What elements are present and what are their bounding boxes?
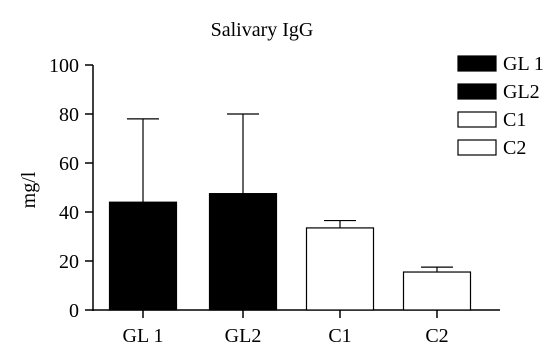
y-tick-label: 80	[59, 104, 79, 126]
x-tick-label: GL 1	[123, 325, 164, 347]
legend-swatch	[457, 55, 497, 72]
legend-label: C1	[503, 109, 526, 131]
y-tick-label: 40	[59, 202, 79, 224]
x-tick-label: GL2	[225, 325, 262, 347]
y-tick-label: 100	[49, 55, 79, 77]
chart-error-bars	[127, 113, 453, 273]
legend-swatch	[457, 83, 497, 100]
legend-label: GL2	[503, 81, 540, 103]
y-tick-label: 60	[59, 153, 79, 175]
legend-label: C2	[503, 137, 526, 159]
bar	[108, 201, 178, 311]
legend-swatch	[457, 111, 497, 128]
chart-bars	[108, 193, 472, 311]
legend-label: GL 1	[503, 53, 544, 75]
legend-swatch	[457, 139, 497, 156]
x-tick-label: C1	[328, 325, 351, 347]
bar	[208, 193, 278, 311]
y-axis-label: mg/l	[18, 171, 40, 208]
x-axis-ticks: GL 1 GL2 C1 C2	[123, 310, 449, 347]
y-axis-ticks: 0 20 40 60 80 100	[49, 55, 93, 322]
legend: GL 1 GL2 C1 C2	[457, 53, 544, 159]
bar	[402, 271, 472, 311]
y-tick-label: 20	[59, 251, 79, 273]
x-tick-label: C2	[425, 325, 448, 347]
bar	[305, 227, 375, 311]
y-tick-label: 0	[69, 300, 79, 322]
chart-title: Salivary IgG	[211, 19, 314, 41]
